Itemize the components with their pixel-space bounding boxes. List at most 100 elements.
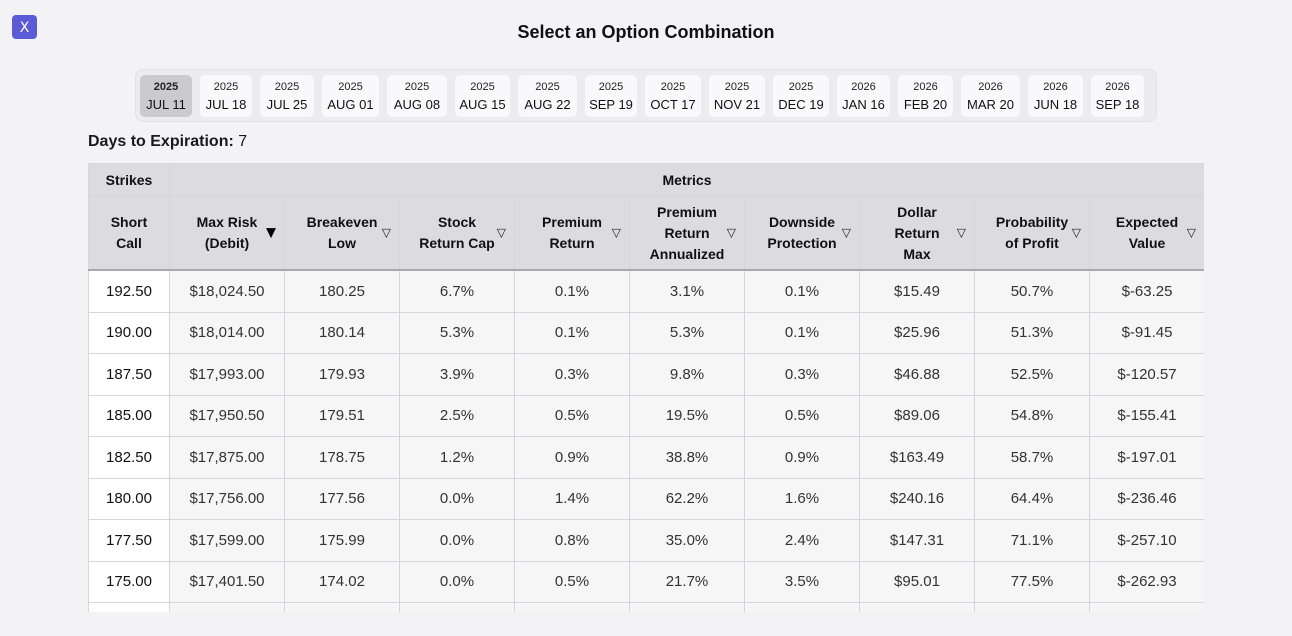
table-row[interactable]: 190.00 $18,014.00 180.14 5.3% 0.1% 5.3% 0.1% $2… [88,311,1204,354]
column-header-line: Return Max [894,224,940,262]
column-header-label: Premium Return [516,212,628,254]
metric-cell: 77.5% [974,560,1090,603]
column-header[interactable]: Breakeven Low ▽ [284,196,400,271]
sort-icon[interactable]: ▽ [381,225,391,240]
expiration-tab[interactable]: 2026 JUN 18 [1028,75,1083,117]
table-row[interactable]: 177.50 $17,599.00 175.99 0.0% 0.8% 35.0% 2.4% $… [88,519,1204,562]
table-row[interactable]: 187.50 $17,993.00 179.93 3.9% 0.3% 9.8% 0.3% $4… [88,353,1204,396]
metric-cell: 35.0% [629,519,745,562]
expiration-date: AUG 15 [459,97,506,112]
column-header-line: Breakeven [306,214,378,230]
options-table-container[interactable]: Strikes Metrics Short Call Max Risk (Debit… [88,163,1204,612]
expiration-tab[interactable]: 2026 SEP 18 [1091,75,1144,117]
strike-cell: 177.50 [88,519,170,562]
expiration-date: SEP 18 [1095,97,1140,112]
strike-cell: 182.50 [88,436,170,479]
expiration-tab[interactable]: 2025 JUL 25 [260,75,314,117]
metric-cell: 0.3% [514,602,630,612]
expiration-year: 2025 [470,81,495,93]
column-header[interactable]: Expected Value ▽ [1089,196,1204,271]
expiration-tab[interactable]: 2025 AUG 08 [387,75,447,117]
sort-icon[interactable]: ▽ [956,225,966,240]
sort-icon[interactable]: ▽ [841,225,851,240]
metric-cell: $17,875.00 [169,436,285,479]
column-header-line: Premium [657,203,717,220]
metric-cell: 71.1% [974,519,1090,562]
expiration-year: 2025 [788,81,814,93]
column-header-line: Probability [995,214,1069,230]
sort-icon[interactable]: ▽ [726,225,736,240]
metric-cell: 0.5% [744,394,860,437]
strike-cell: 180.00 [88,477,170,520]
metric-cell: $17,993.00 [169,353,285,396]
expiration-year: 2026 [913,81,938,93]
metric-cell: 62.2% [629,477,745,520]
expiration-selector: 2025 JUL 11 2025 JUL 18 2025 JUL 25 2025 AUG 01… [135,69,1157,122]
expiration-tab[interactable]: 2025 JUL 11 [140,75,192,117]
metric-cell: 0.3% [514,353,630,396]
sort-icon[interactable]: ▽ [496,225,506,240]
sort-icon[interactable]: ▽ [1071,225,1081,240]
expiration-year: 2025 [598,81,624,93]
expiration-year: 2025 [660,81,686,93]
sort-icon[interactable]: ▽ [1186,225,1196,240]
table-row[interactable]: 185.00 $17,950.50 179.51 2.5% 0.5% 19.5% 0.5% $… [88,394,1204,437]
column-header[interactable]: Stock Return Cap ▽ [399,196,515,271]
strike-cell: 190.00 [88,311,170,354]
metric-cell: 0.9% [744,436,860,479]
metric-cell: 3.5% [744,560,860,603]
expiration-tab[interactable]: 2026 MAR 20 [961,75,1020,117]
column-header[interactable]: Max Risk (Debit) ▼ [169,196,285,271]
expiration-tab[interactable]: 2025 AUG 01 [322,75,379,117]
expiration-year: 2025 [274,81,300,93]
metric-cell: $-63.25 [1089,269,1204,313]
column-header[interactable]: Dollar Return Max ▽ [859,196,975,271]
expiration-tab[interactable]: 2025 DEC 19 [773,75,829,117]
table-row[interactable]: 175.00 $17,401.50 174.02 0.0% 0.5% 21.7% 3.5% $… [88,560,1204,603]
expiration-tab[interactable]: 2026 JAN 16 [837,75,890,117]
metric-cell: 0.8% [514,519,630,562]
column-header-label: Expected Value [1091,212,1203,254]
table-row[interactable]: 172.50$17,191.50171.920.0%0.3%12.4%4.7%$… [88,602,1204,612]
expiration-tab[interactable]: 2026 FEB 20 [898,75,953,117]
expiration-year: 2025 [338,81,363,93]
metric-cell: 175.99 [284,519,400,562]
strike-cell: 185.00 [88,394,170,437]
options-table: Strikes Metrics Short Call Max Risk (Debit… [88,163,1204,612]
column-header[interactable]: Premium Return Annualized ▽ [629,196,745,271]
column-header[interactable]: Premium Return ▽ [514,196,630,271]
expiration-tab[interactable]: 2025 AUG 15 [455,75,510,117]
column-header-label: Stock Return Cap [401,212,513,254]
metric-cell: 6.7% [399,269,515,313]
sort-icon[interactable]: ▽ [611,225,621,240]
metric-cell: 0.9% [514,436,630,479]
sort-desc-icon[interactable]: ▼ [266,225,276,241]
metric-cell: $-262.93 [1089,560,1204,603]
column-header-label: Probability of Profit [976,212,1088,254]
close-button[interactable]: X [12,15,37,39]
strike-cell: 175.00 [88,560,170,603]
expiration-tab[interactable]: 2025 JUL 18 [200,75,252,117]
expiration-tab[interactable]: 2025 OCT 17 [645,75,701,117]
metric-cell: 0.1% [514,269,630,313]
expiration-date: DEC 19 [778,97,824,112]
metric-cell: $147.31 [859,519,975,562]
metric-cell: 180.25 [284,269,400,313]
column-header-line: Return [664,224,710,241]
expiration-tab[interactable]: 2025 SEP 19 [585,75,637,117]
table-row[interactable]: 192.50 $18,024.50 180.25 6.7% 0.1% 3.1% 0.1% $1… [88,269,1204,313]
expiration-date: JUN 18 [1033,97,1078,112]
metric-cell: $-197.01 [1089,436,1204,479]
table-row[interactable]: 180.00 $17,756.00 177.56 0.0% 1.4% 62.2% 1.6% $… [88,477,1204,520]
table-row[interactable]: 182.50 $17,875.00 178.75 1.2% 0.9% 38.8% 0.9% $… [88,436,1204,479]
expiration-year: 2026 [978,81,1003,93]
expiration-year: 2026 [1105,81,1130,93]
column-header[interactable]: Downside Protection ▽ [744,196,860,271]
expiration-tab[interactable]: 2025 AUG 22 [518,75,577,117]
metric-cell: $17,401.50 [169,560,285,603]
expiration-year: 2025 [213,81,239,93]
metric-cell: 54.8% [974,394,1090,437]
column-header[interactable]: Probability of Profit ▽ [974,196,1090,271]
expiration-tab[interactable]: 2025 NOV 21 [709,75,765,117]
expiration-year: 2025 [724,81,750,93]
